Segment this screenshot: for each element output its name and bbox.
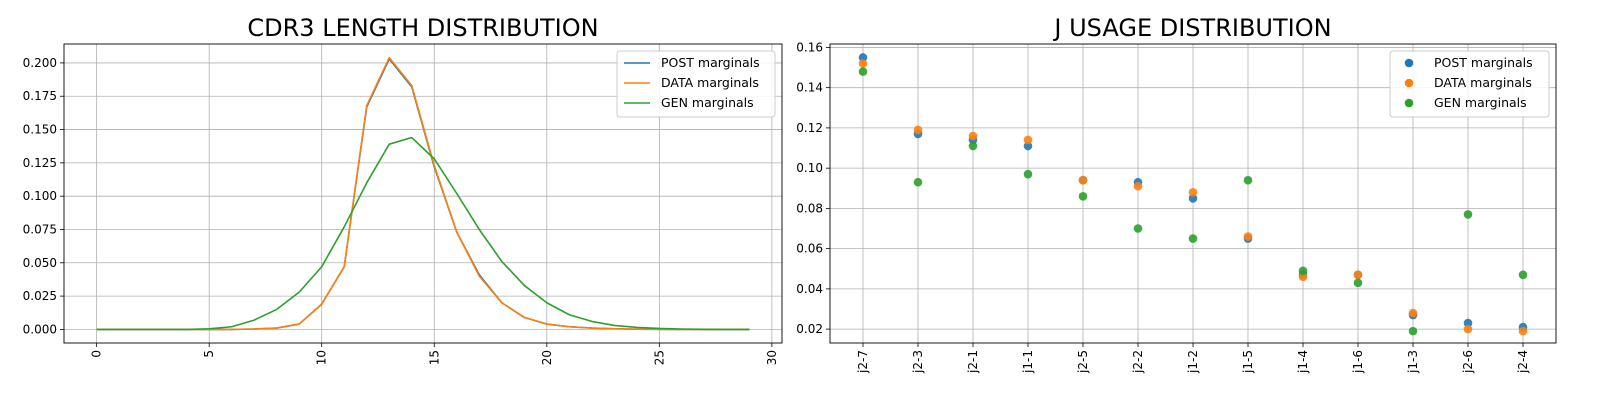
y-tick-label: 0.175 (23, 89, 57, 103)
series-line-gen (96, 136, 750, 331)
data-point-gen (1133, 224, 1143, 233)
chart-title: J USAGE DISTRIBUTION (1052, 14, 1331, 42)
data-point-gen (1353, 278, 1363, 288)
y-tick-label: 0.02 (796, 322, 823, 336)
axes-frame (63, 43, 783, 344)
x-tick-label: 15 (427, 350, 441, 365)
data-point-data (1243, 232, 1253, 241)
legend-label: DATA marginals (1434, 75, 1532, 90)
x-tick-label: j1-2 (1186, 350, 1200, 374)
data-point-gen (1298, 266, 1308, 276)
data-point-gen (1023, 169, 1033, 179)
x-tick-label: 10 (315, 350, 329, 365)
x-tick-label: j2-3 (911, 350, 925, 374)
data-point-data (1408, 308, 1418, 318)
legend-label: POST marginals (661, 55, 760, 70)
x-tick-label: 5 (202, 350, 216, 358)
y-tick-label: 0.08 (796, 201, 823, 215)
y-tick-label: 0.075 (23, 222, 57, 236)
x-tick-label: 25 (652, 350, 666, 365)
x-tick-label: j1-4 (1296, 350, 1310, 374)
data-point-post (858, 53, 868, 62)
data-point-gen (1518, 270, 1528, 280)
data-point-data (1023, 135, 1033, 145)
legend-swatch (1404, 58, 1414, 68)
data-point-post (1023, 141, 1033, 151)
x-tick-label: j1-5 (1241, 350, 1255, 374)
data-point-data (1133, 181, 1143, 191)
data-point-gen (1243, 175, 1253, 185)
data-point-post (1188, 194, 1198, 203)
legend-box (1389, 50, 1550, 118)
legend-swatch (1404, 78, 1414, 88)
data-point-data (968, 131, 978, 141)
data-point-data (1463, 324, 1473, 334)
x-tick-label: j2-5 (1076, 350, 1090, 374)
x-tick-label: 20 (540, 350, 554, 365)
legend-label: DATA marginals (661, 75, 759, 90)
y-tick-label: 0.100 (23, 189, 57, 203)
data-point-gen (968, 141, 978, 151)
cdr3-length-chart: 0.000 0.025 0.050 0.075 0.100 0.125 0.150 0.175… (23, 14, 783, 365)
y-tick-label: 0.04 (796, 282, 823, 296)
x-tick-label: j2-6 (1461, 350, 1475, 374)
y-tick-label: 0.025 (23, 289, 57, 303)
j-usage-chart: 0.02 0.04 0.06 0.08 0.10 0.12 0.14 0.16 j2-7 j2-3… (796, 14, 1557, 374)
data-point-gen (1078, 192, 1088, 201)
data-point-data (1188, 187, 1198, 197)
legend-label: GEN marginals (661, 95, 754, 110)
x-tick-label: j2-1 (966, 350, 980, 374)
x-tick-label: j2-2 (1131, 350, 1145, 374)
chart-title: CDR3 LENGTH DISTRIBUTION (247, 14, 598, 42)
y-tick-label: 0.06 (796, 242, 823, 256)
data-point-data (913, 125, 923, 135)
y-tick-label: 0.14 (796, 81, 823, 95)
y-tick-label: 0.16 (796, 40, 823, 54)
y-tick-label: 0.000 (23, 322, 57, 336)
x-tick-label: j1-1 (1021, 350, 1035, 374)
data-point-data (1518, 326, 1528, 336)
data-point-data (1298, 272, 1308, 282)
x-tick-label: 0 (90, 350, 104, 358)
x-tick-label: j2-4 (1516, 350, 1530, 374)
legend-label: POST marginals (1434, 55, 1533, 70)
y-tick-label: 0.150 (23, 123, 57, 137)
data-point-gen (858, 67, 868, 76)
data-point-gen (913, 177, 923, 187)
legend-swatch (1404, 98, 1414, 108)
data-point-gen (1463, 210, 1473, 219)
data-point-data (858, 59, 868, 68)
x-tick-label: j1-3 (1406, 350, 1420, 374)
y-tick-label: 0.050 (23, 256, 57, 270)
y-tick-label: 0.125 (23, 156, 57, 170)
y-tick-label: 0.12 (796, 121, 823, 135)
legend-box (616, 50, 776, 118)
x-tick-label: j2-7 (856, 350, 870, 374)
x-tick-label: j1-6 (1351, 350, 1365, 374)
data-point-post (1463, 318, 1473, 328)
data-point-gen (1408, 326, 1418, 336)
legend-label: GEN marginals (1434, 95, 1527, 110)
x-tick-label: 30 (765, 350, 779, 365)
data-point-data (1353, 270, 1363, 280)
y-tick-label: 0.10 (796, 161, 823, 175)
data-point-gen (1188, 234, 1198, 243)
data-point-data (1078, 175, 1088, 185)
y-tick-label: 0.200 (23, 56, 57, 70)
